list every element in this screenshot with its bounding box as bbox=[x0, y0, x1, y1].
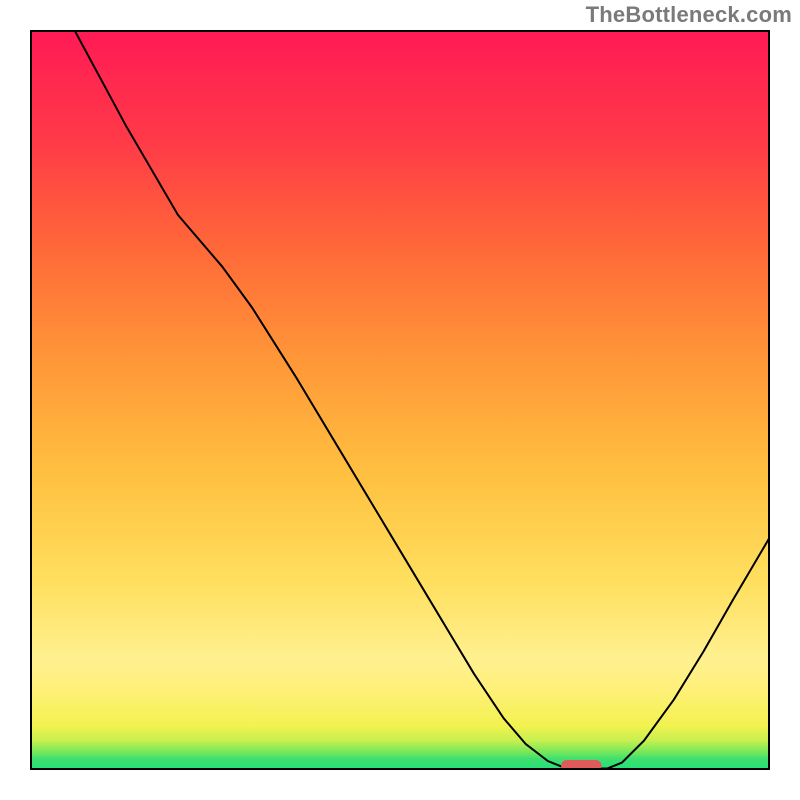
chart-container: TheBottleneck.com bbox=[0, 0, 800, 800]
gradient-background bbox=[30, 30, 770, 770]
watermark-text: TheBottleneck.com bbox=[586, 2, 792, 28]
plot-svg bbox=[30, 30, 770, 770]
plot-area bbox=[30, 30, 770, 770]
